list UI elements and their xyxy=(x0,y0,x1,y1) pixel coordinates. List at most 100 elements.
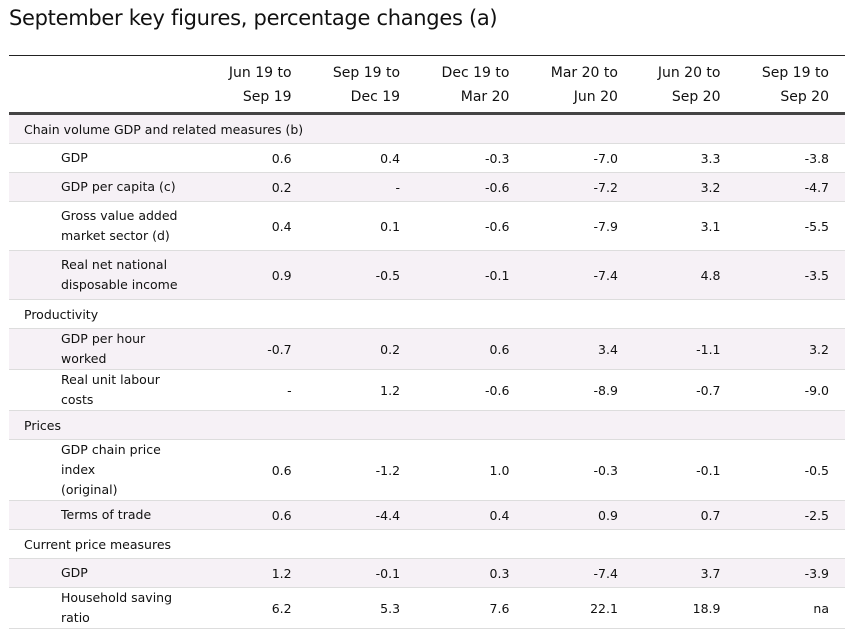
cell-value: -0.5 xyxy=(307,250,417,300)
cell-value: -4.4 xyxy=(307,500,417,530)
column-header-line: Jun 20 to xyxy=(657,65,721,81)
row-label-line: (original) xyxy=(61,482,118,497)
cell-value: 3.1 xyxy=(633,201,737,251)
cell-value: 6.2 xyxy=(205,587,308,629)
table-row: Real net national disposable income 0.9 -0.… xyxy=(9,250,845,300)
cell-value: 3.7 xyxy=(633,558,737,588)
row-label-line: GDP xyxy=(61,150,88,165)
cell-value: 3.2 xyxy=(736,328,845,370)
cell-value: -8.9 xyxy=(525,369,634,411)
cell-value: -5.5 xyxy=(736,201,845,251)
row-label-line: Gross value added xyxy=(61,208,178,223)
row-label: Gross value added market sector (d) xyxy=(9,201,205,251)
cell-value: -0.1 xyxy=(633,439,737,501)
cell-value: -0.1 xyxy=(307,558,417,588)
table-row: GDP 1.2 -0.1 0.3 -7.4 3.7 -3.9 xyxy=(9,558,845,588)
cell-value: -7.4 xyxy=(525,250,634,300)
row-label-line: GDP chain price index xyxy=(61,442,161,477)
cell-value: 0.7 xyxy=(633,500,737,530)
row-label-line: Terms of trade xyxy=(61,507,152,522)
cell-value: -2.5 xyxy=(736,500,845,530)
page-title: September key figures, percentage change… xyxy=(9,6,498,30)
row-label: GDP xyxy=(9,143,205,173)
table-row: GDP per hour worked -0.7 0.2 0.6 3.4 -1.1 3.2 xyxy=(9,328,845,370)
cell-value: 0.4 xyxy=(307,143,417,173)
column-header: Sep 19 to Dec 19 xyxy=(308,56,416,114)
column-header-line: Sep 19 to xyxy=(761,65,829,81)
cell-value: - xyxy=(307,172,417,202)
column-header-line: Jun 20 xyxy=(573,89,618,105)
column-header: Sep 19 to Sep 20 xyxy=(737,56,846,114)
key-figures-table: Jun 19 to Sep 19 Sep 19 to Dec 19 Dec 19 to M… xyxy=(9,55,845,629)
column-header-line: Sep 20 xyxy=(671,89,721,105)
column-header-line: Mar 20 xyxy=(460,89,510,105)
column-header-line: Sep 19 xyxy=(242,89,292,105)
cell-value: 4.8 xyxy=(633,250,737,300)
column-header-line: Sep 19 to xyxy=(332,65,401,81)
row-label-line: GDP per hour worked xyxy=(61,331,146,366)
cell-value: 0.6 xyxy=(205,500,308,530)
cell-value: -0.3 xyxy=(525,439,634,501)
cell-value: 0.6 xyxy=(416,328,526,370)
section-label: Chain volume GDP and related measures (b… xyxy=(9,113,845,144)
section-row: Current price measures xyxy=(9,529,845,559)
row-label-line: GDP xyxy=(61,565,88,580)
cell-value: -1.1 xyxy=(633,328,737,370)
row-label-line: Household saving ratio xyxy=(61,590,173,625)
cell-value: 1.2 xyxy=(307,369,417,411)
row-label-line: GDP per capita (c) xyxy=(61,179,176,194)
cell-value: -0.3 xyxy=(416,143,526,173)
row-label: GDP xyxy=(9,558,205,588)
cell-value: 0.9 xyxy=(205,250,308,300)
cell-value: -7.9 xyxy=(525,201,634,251)
column-header: Mar 20 to Jun 20 xyxy=(525,56,634,114)
section-row: Productivity xyxy=(9,299,845,329)
column-header: Jun 20 to Sep 20 xyxy=(634,56,737,114)
cell-value: 3.4 xyxy=(525,328,634,370)
row-label: Real net national disposable income xyxy=(9,250,205,300)
cell-value: -0.7 xyxy=(633,369,737,411)
table-row: GDP 0.6 0.4 -0.3 -7.0 3.3 -3.8 xyxy=(9,143,845,173)
cell-value: -3.5 xyxy=(736,250,845,300)
cell-value: 18.9 xyxy=(633,587,737,629)
cell-value: 0.3 xyxy=(416,558,526,588)
section-row: Chain volume GDP and related measures (b… xyxy=(9,113,845,144)
cell-value: -9.0 xyxy=(736,369,845,411)
cell-value: na xyxy=(736,587,845,629)
cell-value: 1.0 xyxy=(416,439,526,501)
cell-value: -0.6 xyxy=(416,172,526,202)
column-header-line: Mar 20 to xyxy=(550,65,618,81)
cell-value: -0.5 xyxy=(736,439,845,501)
column-header: Dec 19 to Mar 20 xyxy=(416,56,525,114)
row-label: Real unit labour costs xyxy=(9,369,205,411)
cell-value: -3.9 xyxy=(736,558,845,588)
cell-value: -0.7 xyxy=(205,328,308,370)
row-label: GDP per hour worked xyxy=(9,328,205,370)
cell-value: -7.0 xyxy=(525,143,634,173)
cell-value: 1.2 xyxy=(205,558,308,588)
header-row: Jun 19 to Sep 19 Sep 19 to Dec 19 Dec 19 to M… xyxy=(9,56,845,114)
row-label: Terms of trade xyxy=(9,500,205,530)
cell-value: -7.4 xyxy=(525,558,634,588)
cell-value: 3.3 xyxy=(633,143,737,173)
cell-value: 0.6 xyxy=(205,439,308,501)
column-header: Jun 19 to Sep 19 xyxy=(205,56,308,114)
row-label: GDP per capita (c) xyxy=(9,172,205,202)
table-row: Household saving ratio 6.2 5.3 7.6 22.1 18.9 n… xyxy=(9,587,845,629)
cell-value: 0.2 xyxy=(205,172,308,202)
cell-value: -0.6 xyxy=(416,369,526,411)
section-label: Current price measures xyxy=(9,529,845,559)
cell-value: 0.4 xyxy=(416,500,526,530)
row-label-line: Real unit labour costs xyxy=(61,372,160,407)
cell-value: 0.4 xyxy=(205,201,308,251)
cell-value: 0.9 xyxy=(525,500,634,530)
cell-value: -0.1 xyxy=(416,250,526,300)
column-header-line: Jun 19 to xyxy=(228,65,292,81)
row-label-line: market sector (d) xyxy=(61,228,170,243)
cell-value: 0.2 xyxy=(307,328,417,370)
cell-value: -7.2 xyxy=(525,172,634,202)
cell-value: -4.7 xyxy=(736,172,845,202)
cell-value: 0.1 xyxy=(307,201,417,251)
cell-value: -1.2 xyxy=(307,439,417,501)
header-blank xyxy=(9,56,205,114)
